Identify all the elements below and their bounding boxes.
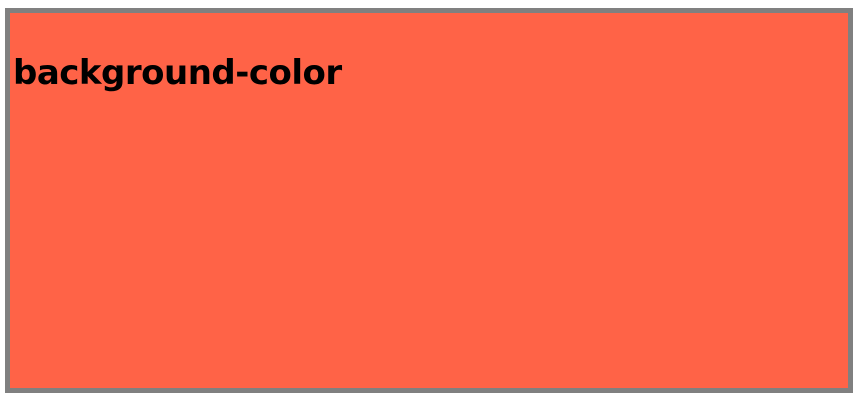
demo-box: background-color: [5, 8, 853, 393]
demo-heading: background-color: [13, 53, 342, 93]
